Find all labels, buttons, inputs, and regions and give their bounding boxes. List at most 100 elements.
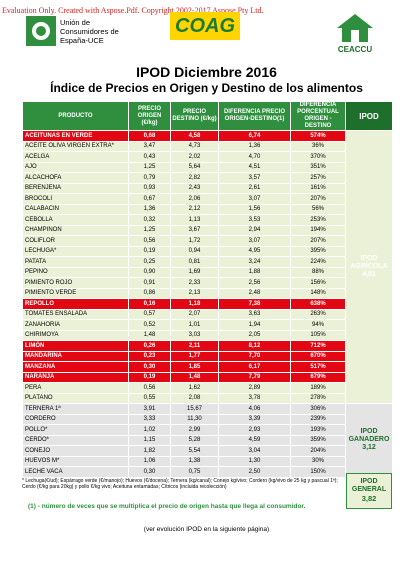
cell: 0,67 [128,193,171,205]
column-header: IPOD [345,101,393,131]
cell: 4,73 [170,140,219,152]
product-name: TOMATES ENSALADA [22,308,129,320]
cell: 88% [290,266,346,278]
product-name: CHAMPIÑON [22,224,129,236]
cell: 278% [290,392,346,404]
column-header: PRECIO DESTINO (€/kg) [170,101,219,131]
cell: 7,79 [218,371,291,383]
table-row: ACEITUNAS EN VERDE 0,68 4,58 6,74 574% IPOD A… [22,130,393,404]
product-name: COLIFLOR [22,235,129,247]
cell: 0,94 [170,245,219,257]
cell: 193% [290,424,346,436]
watermark: Evaluation Only. Created with Aspose.Pdf… [2,6,264,15]
cell: 395% [290,245,346,257]
cell: 4,70 [218,151,291,163]
table-row: PIMIENTO VERDE 0,86 2,13 2,48 148% [22,287,393,299]
cell: 306% [290,403,346,415]
product-name: POLLO* [22,424,129,436]
cell: 2,02 [170,151,219,163]
cell: 150% [290,466,346,478]
ipod-group-value: 4,01 [362,271,376,278]
table-row: HUEVOS M* 1,06 1,38 1,30 30% [22,455,393,467]
product-name: PERA [22,382,129,394]
cell: 0,30 [128,361,171,373]
cell: 0,55 [128,392,171,404]
cell: 1,72 [170,235,219,247]
table-row: AJO 1,25 5,64 4,51 351% [22,161,393,173]
table-row: PEPINO 0,90 1,69 1,88 88% [22,266,393,278]
footnote: * Lechuga(€/ud); Espárrago verde (€/mano… [22,478,338,490]
subtitle: Índice de Precios en Origen y Destino de… [50,81,363,95]
cell: 370% [290,151,346,163]
ipod-group: IPOD AGRÍCOLA 4,01 [345,130,393,404]
cell: 1,13 [170,214,219,226]
cell: 3,07 [218,193,291,205]
cell: 3,24 [218,256,291,268]
cell: 0,26 [128,340,171,352]
note: (1) - número de veces que se multiplica … [28,503,306,510]
cell: 0,25 [128,256,171,268]
cell: 0,86 [128,287,171,299]
cell: 0,91 [128,277,171,289]
ipod-group: IPOD GANADERO 3,12 [345,403,393,478]
table-row: PERA 0,56 1,62 2,89 189% [22,382,393,394]
product-name: AJO [22,161,129,173]
table-row: CONEJO 1,82 5,54 3,04 204% [22,445,393,457]
product-name: TERNERA 1ª [22,403,129,415]
ipod-general-value: 3,82 [361,494,377,503]
table-row: MANDARINA 0,23 1,77 7,70 670% [22,350,393,362]
cell: 263% [290,308,346,320]
cell: 3,91 [128,403,171,415]
cell: 0,52 [128,319,171,331]
cell: 2,48 [218,287,291,299]
table-row: LIMÓN 0,26 2,11 8,12 712% [22,340,393,352]
cell: 0,16 [128,298,171,310]
cell: 0,90 [128,266,171,278]
table-row: CHIRIMOYA 1,48 3,03 2,05 105% [22,329,393,341]
cell: 1,56 [218,203,291,215]
product-name: PIMIENTO ROJO [22,277,129,289]
ceaccu-icon [337,14,373,42]
cell: 670% [290,350,346,362]
cell: 3,57 [218,172,291,184]
cell: 1,94 [218,319,291,331]
cell: 2,08 [170,392,219,404]
product-name: HUEVOS M* [22,455,129,467]
ceaccu-name: CEACCU [337,45,373,54]
cell: 0,23 [128,350,171,362]
cell: 1,36 [218,140,291,152]
cell: 0,57 [128,308,171,320]
cell: 3,63 [218,308,291,320]
table-row: ACEITE OLIVA VIRGEN EXTRA* 3,47 4,73 1,36 36… [22,140,393,152]
cell: 712% [290,340,346,352]
cell: 1,48 [128,329,171,341]
cell: 351% [290,161,346,173]
cell: 1,36 [128,203,171,215]
cell: 5,54 [170,445,219,457]
cell: 36% [290,140,346,152]
cell: 3,33 [128,413,171,425]
cell: 253% [290,214,346,226]
product-name: BERENJENA [22,182,129,194]
ipod-group-value: 3,12 [362,444,376,452]
product-name: CORDERO [22,413,129,425]
cell: 161% [290,182,346,194]
cell: 0,56 [128,382,171,394]
cell: 2,33 [170,277,219,289]
cell: 0,30 [128,466,171,478]
product-name: CHIRIMOYA [22,329,129,341]
product-name: MANDARINA [22,350,129,362]
table-row: COLIFLOR 0,56 1,72 3,07 207% [22,235,393,247]
cell: 2,06 [170,193,219,205]
table-row: NARANJA 0,19 1,48 7,79 679% [22,371,393,383]
cell: 3,53 [218,214,291,226]
product-name: PATATA [22,256,129,268]
cell: 2,05 [218,329,291,341]
cell: 3,03 [170,329,219,341]
cell: 1,85 [170,361,219,373]
product-name: CEBOLLA [22,214,129,226]
cell: 94% [290,319,346,331]
table-row: ALCACHOFA 0,79 2,82 3,57 257% [22,172,393,184]
cell: 3,78 [218,392,291,404]
product-name: NARANJA [22,371,129,383]
